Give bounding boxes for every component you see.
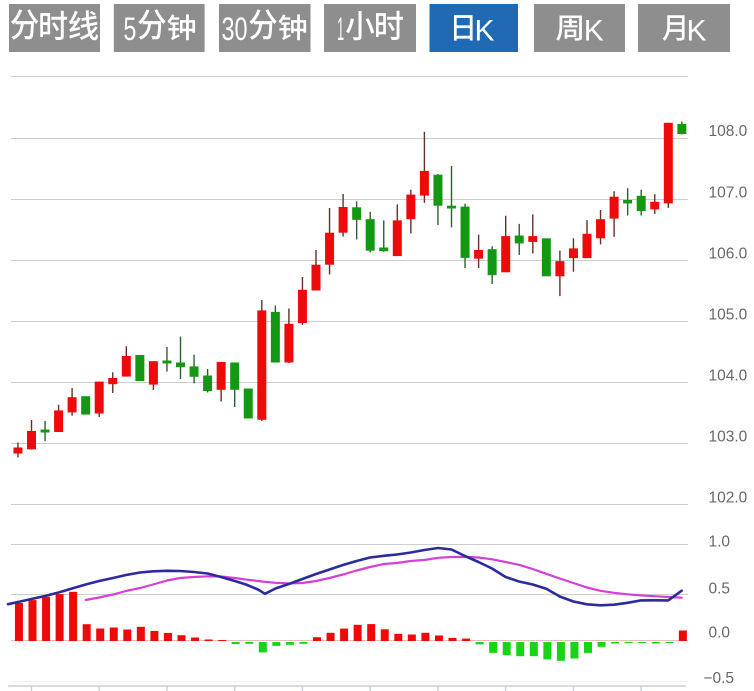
svg-text:107.0: 107.0 bbox=[709, 184, 748, 201]
svg-text:102.0: 102.0 bbox=[709, 490, 748, 507]
svg-text:1.0: 1.0 bbox=[709, 534, 731, 551]
svg-text:−0.5: −0.5 bbox=[703, 670, 734, 687]
svg-text:K: K bbox=[686, 15, 706, 48]
svg-text:0.0: 0.0 bbox=[709, 625, 731, 642]
svg-text:103.0: 103.0 bbox=[709, 429, 748, 446]
svg-text:30: 30 bbox=[221, 11, 247, 47]
svg-text:5: 5 bbox=[123, 11, 136, 47]
svg-text:0.5: 0.5 bbox=[709, 580, 731, 597]
svg-text:105.0: 105.0 bbox=[709, 307, 748, 324]
svg-text:K: K bbox=[584, 15, 604, 48]
svg-text:104.0: 104.0 bbox=[709, 368, 748, 385]
svg-text:108.0: 108.0 bbox=[709, 123, 748, 140]
svg-text:1: 1 bbox=[337, 11, 344, 47]
svg-text:K: K bbox=[475, 15, 495, 48]
svg-text:106.0: 106.0 bbox=[709, 246, 748, 263]
